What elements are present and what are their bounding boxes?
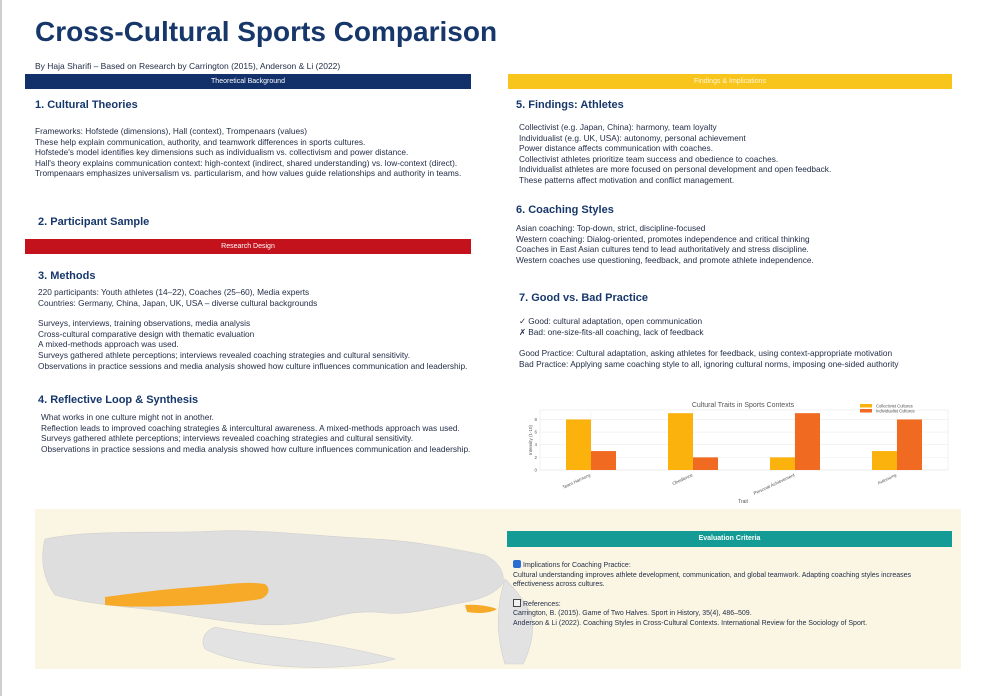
page-title: Cross-Cultural Sports Comparison: [35, 16, 498, 47]
reflective-text: What works in one culture might not in a…: [41, 412, 478, 454]
chart-y-tick-label: 8: [534, 417, 537, 422]
heading-good-bad-practice: 7. Good vs. Bad Practice: [519, 292, 648, 304]
text-line: Frameworks: Hofstede (dimensions), Hall …: [35, 126, 308, 136]
implications-text: Cultural understanding improves athlete …: [513, 571, 912, 589]
text-line: ✗ Bad: one-size-fits-all coaching, lack …: [519, 326, 704, 337]
map-landmass-south: [202, 626, 397, 668]
chart-y-tick-label: 0: [534, 468, 537, 473]
text-line: Bad Practice: Applying same coaching sty…: [519, 358, 899, 369]
chart-bar: [693, 457, 718, 470]
text-line: Countries: Germany, China, Japan, UK, US…: [38, 297, 318, 308]
text-line: 220 participants: Youth athletes (14–22)…: [38, 287, 310, 297]
text-line: Collectivist athletes prioritize team su…: [519, 153, 779, 164]
map-landmass-eurasia: [42, 530, 504, 626]
book-icon: [513, 598, 521, 607]
heading-cultural-theories: 1. Cultural Theories: [35, 99, 138, 111]
implications-title: Implications for Coaching Practice:: [523, 562, 631, 569]
text-line: Coaches in East Asian cultures tend to l…: [516, 244, 809, 255]
text-line: Hall's theory explains communication con…: [35, 157, 458, 168]
text-line: Individualist athletes are more focused …: [519, 164, 832, 175]
text-line: Individualist (e.g. UK, USA): autonomy, …: [519, 132, 746, 143]
chart-bar: [770, 457, 795, 470]
text-line: These patterns affect motivation and con…: [519, 174, 735, 185]
world-map: [42, 530, 533, 668]
coaching-styles-text: Asian coaching: Top-down, strict, discip…: [516, 223, 952, 265]
chart-y-tick-label: 2: [534, 455, 537, 460]
chart-legend-entry: Individualist Cultures: [876, 408, 915, 413]
references-title: References:: [523, 600, 561, 608]
text-line: Trompenaars emphasizes universalism vs. …: [35, 168, 462, 179]
evaluation-panel: Implications for Coaching Practice: Cult…: [513, 560, 933, 629]
text-line: Collectivist (e.g. Japan, China): harmon…: [519, 122, 717, 132]
chart-x-label: Trait: [738, 499, 748, 505]
page-left-border: [0, 0, 2, 696]
chart-bar: [668, 413, 693, 470]
chart-legend-swatch: [860, 404, 872, 408]
text-line: Power distance affects communication wit…: [519, 143, 713, 154]
text-line: These help explain communication, author…: [35, 136, 366, 147]
chart-legend-entry: Collectivist Cultures: [876, 403, 913, 408]
heading-methods: 3. Methods: [38, 270, 96, 282]
chart-y-label: Intensity (1-10): [528, 424, 533, 455]
text-line: Reflection leads to improved coaching st…: [41, 422, 460, 433]
good-bad-text: ✓ Good: cultural adaptation, open commun…: [519, 316, 955, 369]
cultural-traits-chart: Cultural Traits in Sports Contexts 0 2 4 6 8…: [528, 402, 949, 505]
text-line: Hofstede's model identifies key dimensio…: [35, 147, 409, 158]
chart-title: Cultural Traits in Sports Contexts: [692, 402, 795, 409]
chart-bars: [566, 413, 922, 470]
heading-coaching-styles: 6. Coaching Styles: [516, 204, 614, 216]
methods-text: 220 participants: Youth athletes (14–22)…: [38, 287, 478, 371]
chart-bar: [591, 451, 616, 470]
heading-reflective-loop: 4. Reflective Loop & Synthesis: [38, 394, 199, 406]
text-line: Good Practice: Cultural adaptation, aski…: [519, 348, 893, 359]
reference-item: Carrington, B. (2015). Game of Two Halve…: [513, 610, 752, 618]
text-line: Surveys, interviews, training observatio…: [38, 318, 251, 329]
chart-bar: [795, 413, 820, 470]
chart-x-tick-label: Team Harmony: [562, 472, 592, 490]
text-line: ✓ Good: cultural adaptation, open commun…: [519, 316, 703, 326]
chart-x-axis: Team Harmony Obedience Personal Achievemen…: [562, 472, 898, 496]
chart-x-tick-label: Obedience: [672, 472, 694, 486]
text-line: Asian coaching: Top-down, strict, discip…: [516, 223, 706, 233]
chart-y-tick-label: 6: [534, 430, 537, 435]
chart-bar: [566, 419, 591, 470]
map-highlight-region: [105, 582, 269, 607]
chart-y-tick-label: 4: [534, 442, 537, 447]
reference-item: Anderson & Li (2022). Coaching Styles in…: [513, 619, 868, 627]
text-line: Western coaching: Dialog-oriented, promo…: [516, 233, 810, 244]
text-line: A mixed-methods approach was used.: [38, 339, 179, 350]
text-line: Western coaches use questioning, feedbac…: [516, 254, 814, 265]
chart-x-tick-label: Autonomy: [877, 472, 898, 485]
text-line: Observations in practice sessions and me…: [38, 360, 468, 371]
band-evaluation-criteria: Evaluation Criteria: [507, 531, 952, 547]
byline: By Haja Sharifi – Based on Research by C…: [35, 61, 341, 71]
text-line: Surveys gathered athlete perceptions; in…: [41, 433, 414, 444]
text-line: Observations in practice sessions and me…: [41, 443, 471, 454]
map-landmass-east: [497, 578, 533, 665]
text-line: Surveys gathered athlete perceptions; in…: [38, 349, 411, 360]
heading-findings-athletes: 5. Findings: Athletes: [516, 99, 624, 111]
chart-legend-swatch: [860, 409, 872, 413]
chart-x-tick-label: Personal Achievement: [753, 472, 796, 496]
cultural-theories-text: Frameworks: Hofstede (dimensions), Hall …: [35, 126, 481, 179]
chart-bar: [872, 451, 897, 470]
text-line: Cross-cultural comparative design with t…: [38, 328, 255, 339]
band-findings-implications: Findings & Implications: [508, 74, 952, 89]
band-research-design: Research Design: [25, 239, 471, 254]
chart-bar: [897, 419, 922, 470]
text-line: What works in one culture might not in a…: [41, 412, 214, 422]
info-icon: [513, 560, 521, 568]
heading-participant-sample: 2. Participant Sample: [38, 216, 150, 228]
chart-y-axis: 0 2 4 6 8: [534, 417, 537, 473]
map-highlight-region: [465, 604, 497, 613]
band-theoretical-background: Theoretical Background: [25, 74, 471, 89]
findings-athletes-text: Collectivist (e.g. Japan, China): harmon…: [519, 122, 949, 186]
